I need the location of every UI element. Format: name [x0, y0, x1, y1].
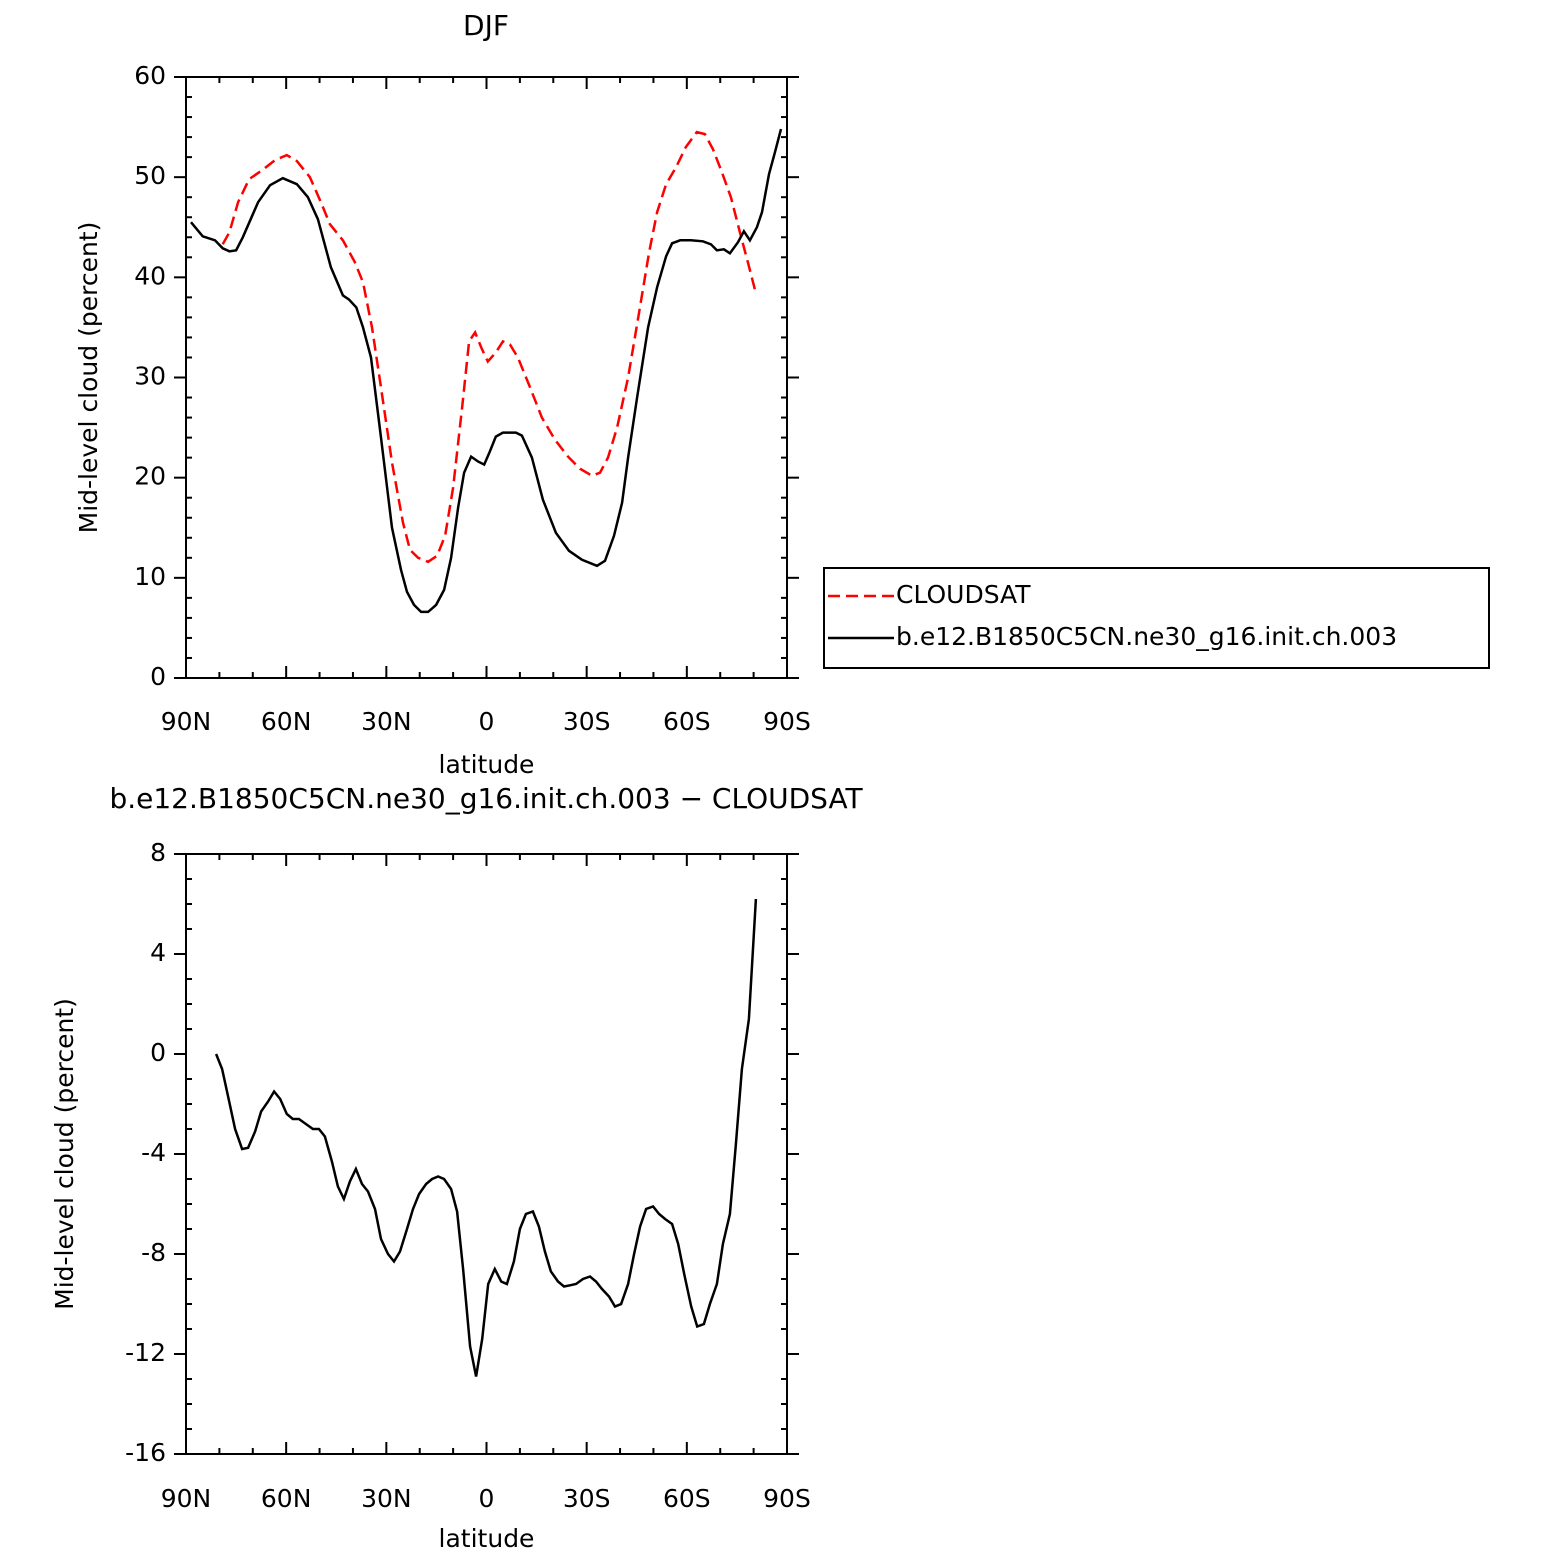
y-tick-label: 4 — [150, 938, 166, 967]
x-axis-label: latitude — [439, 1524, 535, 1553]
y-tick-label: 8 — [150, 838, 166, 867]
legend: CLOUDSAT b.e12.B1850C5CN.ne30_g16.init.ch… — [823, 567, 1490, 669]
y-tick-label: 60 — [134, 61, 166, 90]
x-tick-label: 30S — [563, 1484, 611, 1513]
y-tick-label: 10 — [134, 562, 166, 591]
x-tick-label: 60S — [663, 707, 711, 736]
x-tick-label: 30N — [361, 1484, 412, 1513]
data-line — [214, 898, 758, 1377]
x-tick-label: 60S — [663, 1484, 711, 1513]
y-tick-label: 0 — [150, 662, 166, 691]
y-axis-label: Mid-level cloud (percent) — [50, 998, 79, 1310]
x-tick-label: 30S — [563, 707, 611, 736]
x-tick-label: 90S — [763, 707, 811, 736]
y-tick-label: -12 — [125, 1338, 166, 1367]
y-tick-label: -16 — [125, 1438, 166, 1467]
x-tick-label: 0 — [479, 1484, 495, 1513]
y-tick-label: 0 — [150, 1038, 166, 1067]
data-line — [221, 130, 758, 564]
x-tick-label: 60N — [261, 1484, 312, 1513]
y-tick-label: -4 — [141, 1138, 166, 1167]
x-tick-label: 90N — [161, 1484, 212, 1513]
chart-title: DJF — [463, 9, 509, 42]
x-tick-label: 60N — [261, 707, 312, 736]
y-tick-label: -8 — [141, 1238, 166, 1267]
x-axis-label: latitude — [439, 750, 535, 779]
x-tick-label: 30N — [361, 707, 412, 736]
legend-label: CLOUDSAT — [896, 580, 1031, 609]
plot-frame — [185, 76, 788, 679]
data-line — [190, 128, 783, 614]
y-tick-label: 30 — [134, 362, 166, 391]
plot-frame — [185, 853, 788, 1455]
y-tick-label: 50 — [134, 161, 166, 190]
y-axis-label: Mid-level cloud (percent) — [74, 222, 103, 534]
x-tick-label: 90N — [161, 707, 212, 736]
legend-box — [823, 567, 1490, 669]
x-tick-label: 0 — [479, 707, 495, 736]
y-tick-label: 40 — [134, 261, 166, 290]
y-tick-label: 20 — [134, 462, 166, 491]
legend-label: b.e12.B1850C5CN.ne30_g16.init.ch.003 — [896, 622, 1397, 651]
x-tick-label: 90S — [763, 1484, 811, 1513]
chart-title: b.e12.B1850C5CN.ne30_g16.init.ch.003 − C… — [109, 782, 863, 815]
